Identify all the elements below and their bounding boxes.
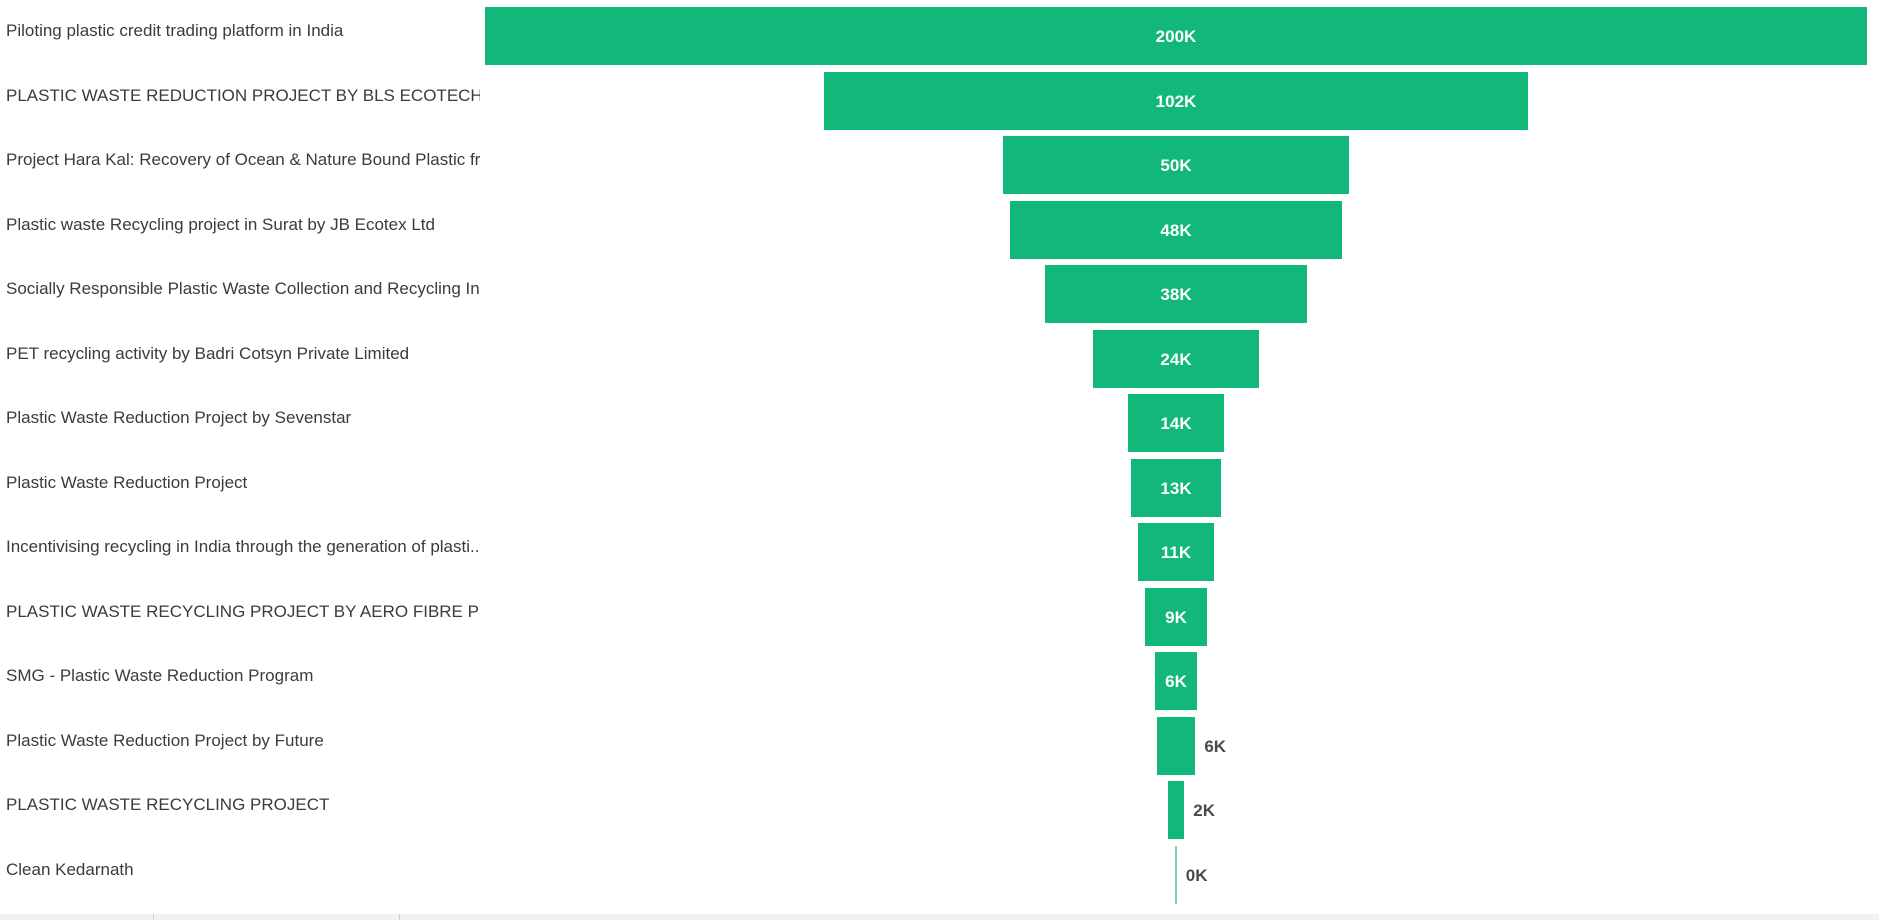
category-label: Project Hara Kal: Recovery of Ocean & Na… xyxy=(6,150,480,169)
value-label: 48K xyxy=(1160,220,1192,240)
category-label: Piloting plastic credit trading platform… xyxy=(6,21,344,40)
funnel-bar[interactable] xyxy=(1137,523,1214,581)
value-label: 11K xyxy=(1160,543,1192,562)
funnel-bar[interactable] xyxy=(1175,845,1177,904)
strip-divider xyxy=(399,914,400,920)
funnel-bar[interactable] xyxy=(1154,652,1198,710)
category-label: Plastic Waste Reduction Project by Futur… xyxy=(6,730,324,750)
funnel-bar[interactable] xyxy=(1044,265,1308,323)
funnel-bar[interactable] xyxy=(823,71,1529,130)
bottom-scroll-strip xyxy=(0,914,1879,920)
category-label: PET recycling activity by Badri Cotsyn P… xyxy=(6,343,410,363)
value-label: 6K xyxy=(1165,672,1187,691)
category-label: PLASTIC WASTE REDUCTION PROJECT BY BLS E… xyxy=(6,85,480,105)
value-label: 102K xyxy=(1155,91,1197,111)
value-label: 50K xyxy=(1160,156,1192,175)
funnel-bar[interactable] xyxy=(1093,329,1259,388)
category-label: Plastic Waste Reduction Project xyxy=(6,472,248,492)
category-label: PLASTIC WASTE RECYCLING PROJECT xyxy=(6,795,330,814)
category-label: Socially Responsible Plastic Waste Colle… xyxy=(6,279,480,298)
value-label: 2K xyxy=(1193,801,1216,820)
value-label: 24K xyxy=(1160,349,1192,369)
value-label: 9K xyxy=(1165,607,1187,627)
category-label: PLASTIC WASTE RECYCLING PROJECT BY AERO … xyxy=(6,601,480,621)
funnel-bar[interactable] xyxy=(1167,781,1185,839)
funnel-bar[interactable] xyxy=(1131,458,1221,517)
category-label: Plastic waste Recycling project in Surat… xyxy=(6,214,435,234)
funnel-bar[interactable] xyxy=(1127,394,1225,452)
funnel-bar[interactable] xyxy=(1003,136,1349,194)
value-label: 0K xyxy=(1185,865,1208,885)
value-label: 13K xyxy=(1160,478,1192,498)
category-label: SMG - Plastic Waste Reduction Program xyxy=(6,666,314,685)
category-label: Clean Kedarnath xyxy=(6,859,134,879)
funnel-bar[interactable] xyxy=(485,7,1867,65)
strip-divider xyxy=(153,914,154,920)
funnel-bar[interactable] xyxy=(1010,200,1342,259)
funnel-bar[interactable] xyxy=(1156,716,1196,775)
value-label: 14K xyxy=(1160,414,1192,433)
category-label: Incentivising recycling in India through… xyxy=(6,537,480,556)
value-label: 6K xyxy=(1204,736,1227,756)
value-label: 38K xyxy=(1160,285,1192,304)
category-label: Plastic Waste Reduction Project by Seven… xyxy=(6,408,352,427)
value-label: 200K xyxy=(1155,27,1197,46)
funnel-bar[interactable] xyxy=(1144,587,1208,646)
